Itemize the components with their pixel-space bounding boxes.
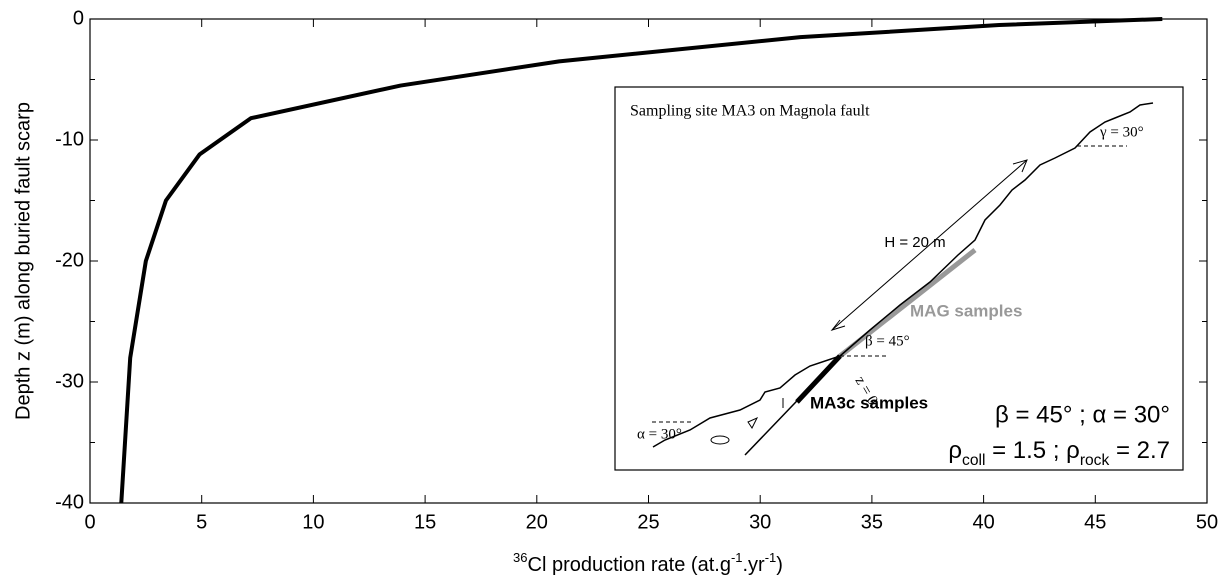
- annotation: γ = 30°: [1099, 124, 1144, 140]
- arrow-head: [1012, 159, 1028, 173]
- text-part: ): [776, 554, 783, 576]
- x-tick-label: 30: [749, 511, 771, 533]
- text-part: rock: [1080, 452, 1110, 469]
- x-tick-label: 45: [1084, 511, 1106, 533]
- x-tick-label: 10: [302, 511, 324, 533]
- colluvium-profile: [652, 355, 841, 448]
- parameters: β = 45° ; α = 30°: [995, 401, 1170, 428]
- x-tick-label: 35: [861, 511, 883, 533]
- text-part: = 2.7: [1109, 437, 1170, 464]
- annotation: β = 45°: [865, 333, 910, 349]
- clast: [747, 416, 759, 429]
- x-axis-label: 36Cl production rate (at.g-1.yr-1): [513, 550, 783, 576]
- y-tick-label: -30: [55, 370, 84, 392]
- text-part: = 1.5 ; ρ: [985, 437, 1079, 464]
- text-part: coll: [962, 452, 985, 469]
- y-tick-label: -10: [55, 128, 84, 150]
- y-axis-label: Depth z (m) along buried fault scarp: [12, 102, 34, 420]
- annotation: MAG samples: [910, 301, 1022, 320]
- text-part: ρ: [948, 437, 962, 464]
- clast: [710, 435, 730, 445]
- height-arrow: [831, 159, 1028, 331]
- x-tick-label: 20: [526, 511, 548, 533]
- text-part: .yr: [743, 554, 766, 576]
- inset-frame: [614, 86, 1184, 471]
- x-tick-label: 5: [196, 511, 207, 533]
- y-tick-label: -20: [55, 249, 84, 271]
- inset-title: Sampling site MA3 on Magnola fault: [630, 103, 870, 120]
- text-part: -1: [765, 550, 777, 565]
- y-tick-label: -40: [55, 491, 84, 513]
- ma3c-samples-bar: [795, 354, 842, 404]
- scarp-profile: [839, 102, 1154, 357]
- parameters: ρcoll = 1.5 ; ρrock = 2.7: [948, 437, 1170, 468]
- inset: [614, 86, 1184, 471]
- x-tick-label: 25: [637, 511, 659, 533]
- x-tick-label: 40: [972, 511, 994, 533]
- arrow-head: [830, 319, 846, 331]
- text-part: Cl production rate (at.g: [528, 554, 731, 576]
- text-part: 36: [513, 550, 527, 565]
- text-part: -1: [731, 550, 743, 565]
- data-line: [119, 17, 1163, 504]
- x-tick-label: 0: [84, 511, 95, 533]
- annotation: H = 20 m: [884, 234, 945, 251]
- y-tick-label: 0: [73, 7, 84, 29]
- x-tick-label: 50: [1196, 511, 1218, 533]
- x-tick-label: 15: [414, 511, 436, 533]
- annotation: α = 30°: [637, 426, 682, 442]
- mag-samples-bar: [838, 248, 977, 358]
- annotation: MA3c samples: [810, 393, 928, 412]
